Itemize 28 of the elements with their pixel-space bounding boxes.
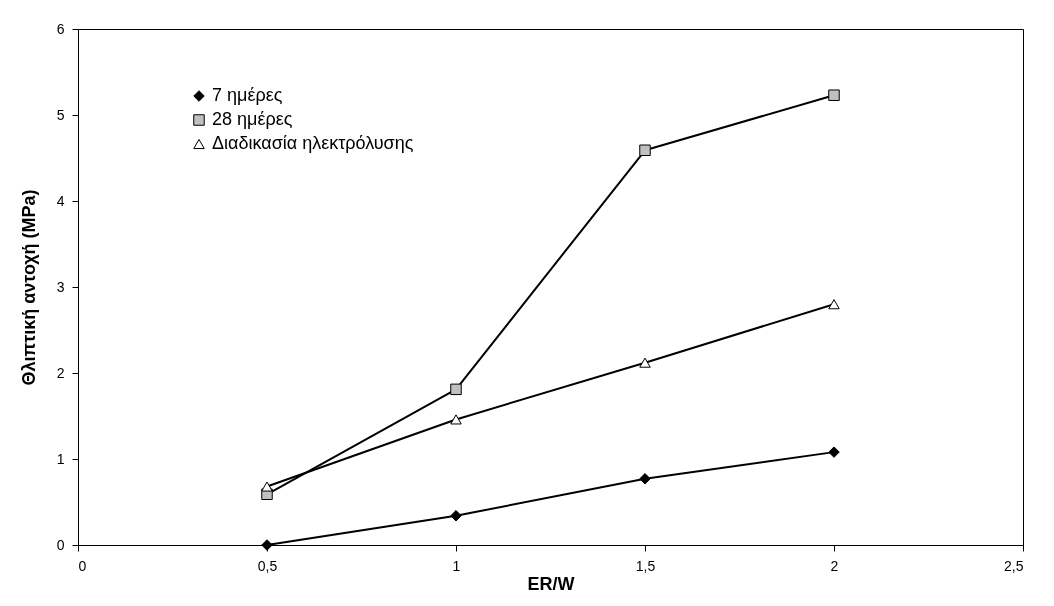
point [828,89,840,101]
x-tick-label: 2 [830,557,839,574]
point [639,144,651,156]
point [639,473,651,485]
y-tick-label: 3 [56,278,65,295]
legend-label: 28 ημέρες [212,109,293,129]
point [450,383,462,396]
legend-label: 7 ημέρες [212,85,283,105]
x-tick-label: 0,5 [257,557,278,574]
point [828,446,840,458]
y-tick-label: 1 [56,450,65,467]
y-tick-label: 2 [56,364,65,381]
x-tick-label: 0 [78,557,87,574]
y-axis-title: Θλιπτική αντοχή (MPa) [18,189,39,386]
x-axis-title: ER/W [527,573,575,594]
x-tick-label: 1,5 [635,557,656,574]
y-tick-label: 6 [56,20,65,37]
point [261,481,273,492]
point [828,299,840,310]
point [639,357,651,368]
point [450,414,462,425]
x-tick-label: 1 [452,557,461,574]
y-tick-label: 0 [56,536,65,553]
legend-label: Διαδικασία ηλεκτρόλυσης [212,133,414,153]
point [450,510,462,522]
y-tick-label: 4 [56,192,65,209]
x-tick-label: 2,5 [1004,557,1024,574]
y-tick-label: 5 [56,106,65,123]
